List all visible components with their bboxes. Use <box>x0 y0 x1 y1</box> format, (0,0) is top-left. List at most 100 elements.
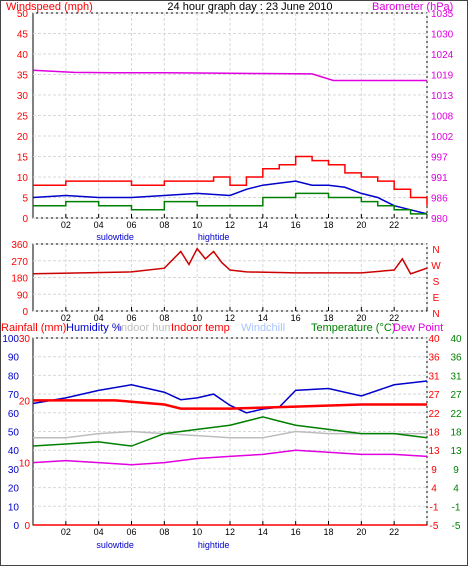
windspeed-axis-label: 10 <box>17 173 29 184</box>
humidity-axis-label: 70 <box>8 390 20 401</box>
direction-degree-label: 90 <box>17 290 29 301</box>
dewpoint-axis-label: 40 <box>450 334 462 345</box>
windspeed-axis-label: 50 <box>17 9 29 20</box>
direction-x-tick-label: 22 <box>389 313 399 323</box>
humidity-axis-label: 90 <box>8 353 20 364</box>
humidity-axis-label: 60 <box>8 409 20 420</box>
direction-x-tick-label: 10 <box>192 313 202 323</box>
temperature-axis-label: 9 <box>431 465 437 476</box>
barometer-title: Barometer (hPa) <box>372 1 453 13</box>
direction-degree-label: 180 <box>11 274 28 285</box>
compass-label: N <box>432 245 439 256</box>
rainfall-axis-label: 20 <box>19 396 31 407</box>
legend-item: Humidity % <box>66 322 122 334</box>
humidity-axis-label: 80 <box>8 371 20 382</box>
humidity-axis-label: 40 <box>8 446 20 457</box>
temperature-series-line <box>32 416 428 447</box>
wind-series-green-line <box>33 192 427 215</box>
wind-x-tick-label: 18 <box>323 220 333 230</box>
humidity-axis-label: 50 <box>8 428 20 439</box>
humidity-axis-label: 30 <box>8 465 20 476</box>
rainfall-axis-label: 10 <box>19 459 31 470</box>
dewpoint-axis-label: -1 <box>452 502 461 513</box>
temperature-x-tick-label: 02 <box>61 527 71 537</box>
dewpoint-axis-label: 22 <box>450 409 462 420</box>
direction-x-tick-label: 14 <box>258 313 268 323</box>
windspeed-axis-label: 35 <box>17 71 29 82</box>
dewpoint-axis-label: 36 <box>450 353 462 364</box>
tide-annotation: sulowtide <box>96 540 134 550</box>
windspeed-axis-label: 15 <box>17 153 29 164</box>
barometer-axis-label: 980 <box>431 214 448 225</box>
direction-x-tick-label: 04 <box>94 313 104 323</box>
temperature-series-line <box>33 399 427 410</box>
rainfall-axis-label: 0 <box>24 521 30 532</box>
wind-x-tick-label: 14 <box>258 220 268 230</box>
dewpoint-axis-label: 13 <box>450 446 462 457</box>
dewpoint-axis-label: 18 <box>450 428 462 439</box>
chart-title: 24 hour graph day : 23 June 2010 <box>167 1 332 13</box>
temperature-x-tick-label: 22 <box>389 527 399 537</box>
tide-annotation: hightide <box>198 540 230 550</box>
humidity-axis-label: 100 <box>2 334 19 345</box>
direction-x-tick-label: 08 <box>159 313 169 323</box>
temperature-axis-label: -1 <box>430 502 439 513</box>
windspeed-axis-label: 20 <box>17 132 29 143</box>
temperature-axis-label: 40 <box>428 334 440 345</box>
temperature-x-tick-label: 20 <box>356 527 366 537</box>
compass-label: W <box>431 261 441 272</box>
legend-item: Dew Point <box>393 322 443 334</box>
wind-x-tick-label: 10 <box>192 220 202 230</box>
barometer-axis-label: 1030 <box>431 30 454 41</box>
humidity-axis-label: 0 <box>13 521 19 532</box>
rainfall-axis-label: 30 <box>19 334 31 345</box>
wind-x-tick-label: 22 <box>389 220 399 230</box>
temperature-axis-label: 13 <box>428 446 440 457</box>
dewpoint-axis-label: 9 <box>453 465 459 476</box>
compass-label: S <box>433 277 440 288</box>
wind-x-tick-label: 20 <box>356 220 366 230</box>
temperature-series-line <box>32 449 428 466</box>
windspeed-axis-label: 30 <box>17 91 29 102</box>
barometer-axis-label: 1024 <box>431 50 454 61</box>
temperature-series-line <box>32 380 428 414</box>
temperature-x-tick-label: 18 <box>323 527 333 537</box>
barometer-axis-label: 1008 <box>431 112 454 123</box>
wind-x-tick-label: 06 <box>126 220 136 230</box>
windspeed-axis-label: 40 <box>17 50 29 61</box>
direction-x-tick-label: 06 <box>126 313 136 323</box>
tide-annotation: hightide <box>198 232 230 242</box>
tide-annotation: sulowtide <box>96 232 134 242</box>
wind-series-magenta-line <box>32 69 427 82</box>
direction-x-tick-label: 16 <box>291 313 301 323</box>
temperature-axis-label: 4 <box>431 484 437 495</box>
direction-degree-label: 360 <box>11 240 28 251</box>
wind-x-tick-label: 02 <box>61 220 71 230</box>
temperature-axis-label: 27 <box>428 390 440 401</box>
direction-x-tick-label: 02 <box>61 313 71 323</box>
temperature-x-tick-label: 08 <box>159 527 169 537</box>
wind-x-tick-label: 16 <box>291 220 301 230</box>
humidity-axis-label: 20 <box>8 484 20 495</box>
dewpoint-axis-label: 27 <box>450 390 462 401</box>
barometer-axis-label: 1035 <box>431 9 454 20</box>
temperature-x-tick-label: 10 <box>192 527 202 537</box>
temperature-axis-label: 31 <box>428 371 440 382</box>
windspeed-title: Windspeed (mph) <box>6 1 93 13</box>
wind-series-red-line <box>33 155 428 206</box>
direction-x-tick-label: 12 <box>225 313 235 323</box>
temperature-x-tick-label: 12 <box>225 527 235 537</box>
barometer-axis-label: 1002 <box>431 132 454 143</box>
dewpoint-axis-label: 4 <box>453 484 459 495</box>
legend-item: Rainfall (mm) <box>1 322 66 334</box>
direction-x-tick-label: 20 <box>356 313 366 323</box>
wind-x-tick-label: 04 <box>94 220 104 230</box>
barometer-axis-label: 991 <box>431 173 448 184</box>
barometer-axis-label: 997 <box>431 153 448 164</box>
barometer-axis-label: 986 <box>431 194 448 205</box>
temperature-axis-label: 22 <box>428 409 440 420</box>
temperature-x-tick-label: 04 <box>94 527 104 537</box>
direction-degree-label: 270 <box>11 257 28 268</box>
